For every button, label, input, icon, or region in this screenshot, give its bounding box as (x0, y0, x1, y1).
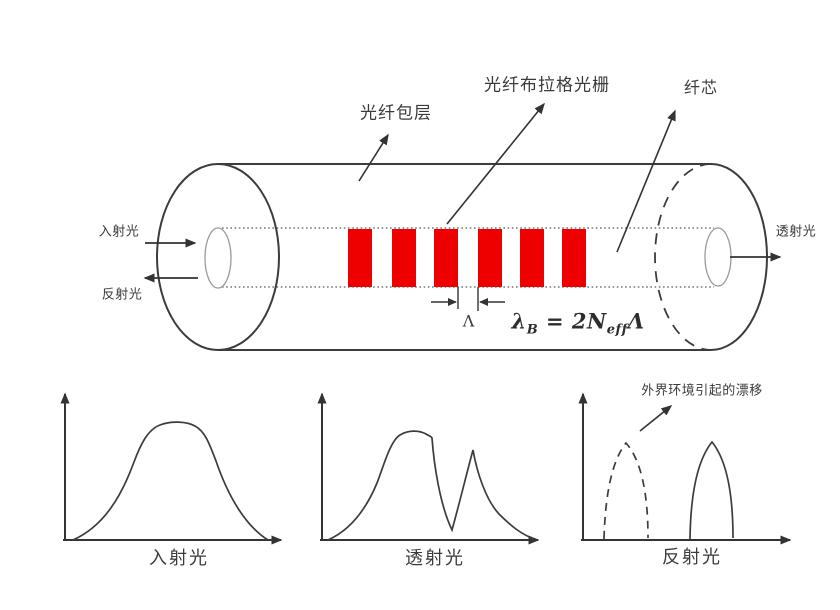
reflected-light-label: 反射光 (101, 286, 143, 302)
drift-label: 外界环境引起的漂移 (641, 382, 763, 398)
grating-stripe (434, 229, 458, 287)
incident-spectrum-curve (72, 421, 269, 541)
bragg-formula: λB = 2NeffΛ (511, 308, 644, 337)
grating-stripe (562, 229, 586, 287)
grating-stripe (392, 229, 416, 287)
drift-pointer-arrow (639, 405, 673, 432)
cladding-label: 光纤包层 (360, 103, 432, 123)
reflected-spectrum-shifted-peak (603, 441, 649, 540)
left-end-cap (156, 163, 280, 351)
transmitted-spectrum-curve (327, 430, 535, 541)
grating-pointer-arrow (446, 102, 545, 225)
formula-sub-eff: eff (606, 322, 628, 338)
incident-light-label: 入射光 (98, 223, 140, 239)
formula-sub-b: B (526, 322, 539, 338)
grating-stripe (348, 229, 372, 287)
grating-stripe (478, 229, 502, 287)
core-ellipse-left (204, 227, 232, 289)
right-end-cap-back (654, 163, 712, 351)
period-symbol: Λ (462, 311, 476, 331)
cladding-pointer-arrow (358, 133, 389, 182)
grating-label: 光纤布拉格光栅 (484, 75, 610, 95)
incident-plot-label: 入射光 (149, 548, 209, 568)
formula-mid: = 2N (538, 308, 607, 334)
formula-cap-lambda: Λ (627, 308, 645, 334)
reflected-plot-label: 反射光 (662, 547, 722, 567)
grating-stripe (520, 229, 544, 287)
transmitted-light-label: 透射光 (775, 223, 817, 239)
core-label: 纤芯 (683, 80, 719, 97)
transmitted-plot-label: 透射光 (405, 548, 465, 568)
formula-lambda: λ (511, 308, 527, 334)
reflected-spectrum-peak (689, 440, 734, 540)
core-ellipse-right (704, 227, 732, 287)
core-pointer-arrow (616, 109, 676, 253)
